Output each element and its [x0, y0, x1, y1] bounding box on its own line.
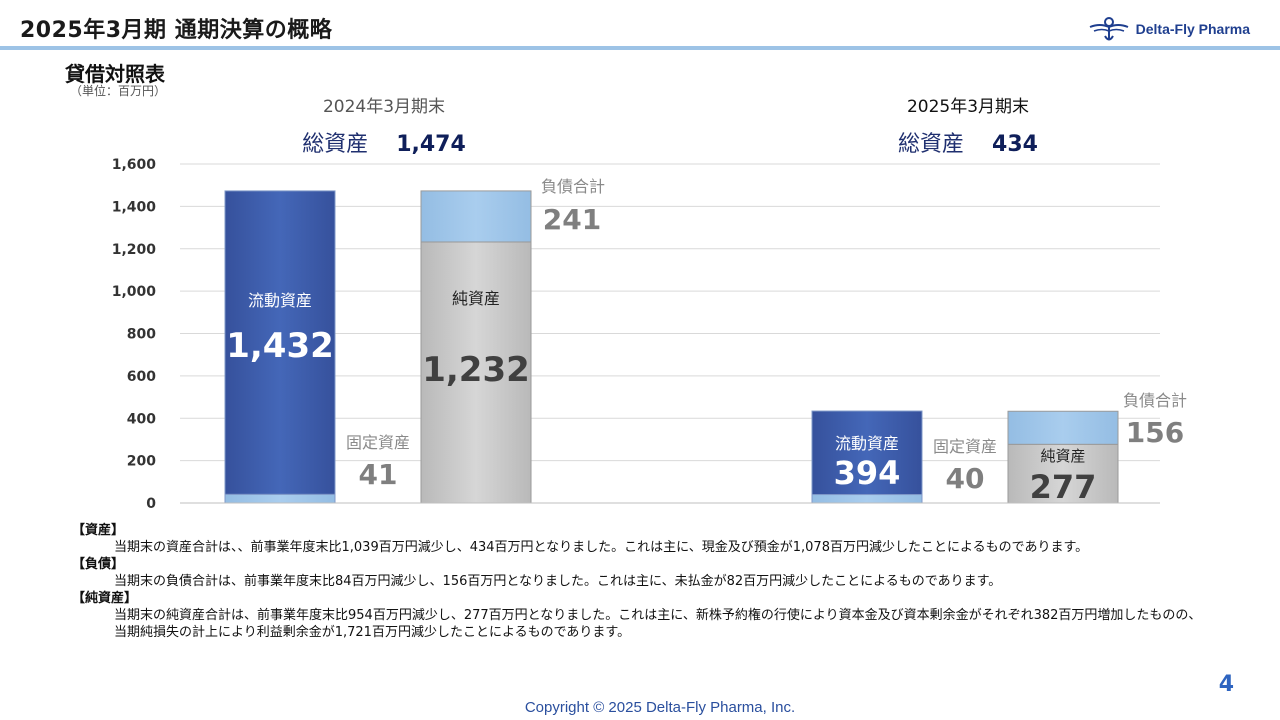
copyright: Copyright © 2025 Delta-Fly Pharma, Inc. [524, 699, 796, 716]
label-fixed-assets-name-2024: 固定資産 [346, 433, 410, 452]
total-assets-value-2024: 1,474 [396, 132, 466, 157]
bar-liabilities-2024 [420, 190, 532, 243]
label-liabilities-name-2024: 負債合計 [541, 177, 605, 196]
note-body-net-assets: 当期末の純資産合計は、前事業年度末比954百万円減少し、277百万円となりました… [114, 608, 1202, 640]
y-tick-label: 1,200 [112, 242, 157, 258]
bar-current-assets-2025 [811, 410, 923, 496]
bar-fixed-assets-2025 [811, 494, 923, 504]
label-current-assets-value-2025: 394 [834, 454, 901, 492]
logo-text: Delta-Fly Pharma [1135, 21, 1250, 37]
period-label-2025: 2025年3月期末 [906, 97, 1030, 117]
label-current-assets-value-2024: 1,432 [226, 326, 334, 366]
unit-label: （単位：百万円） [70, 84, 167, 98]
label-net-assets-value-2024: 1,232 [422, 350, 530, 390]
y-tick-label: 1,400 [112, 199, 157, 215]
bar-liabilities-2025 [1007, 410, 1119, 445]
period-label-2024: 2024年3月期末 [322, 97, 446, 117]
label-net-assets-name-2025: 純資産 [1040, 447, 1085, 465]
note-heading-assets: 【資産】 [72, 523, 125, 538]
label-current-assets-name-2025: 流動資産 [835, 434, 899, 453]
total-assets-2025: 総資産 434 [818, 126, 1118, 158]
total-assets-label-2024: 総資産 [302, 132, 369, 157]
delta-fly-logo-icon [1089, 17, 1128, 41]
slide-title: 2025年3月期 通期決算の概略 [20, 18, 333, 43]
title-divider [0, 46, 1280, 50]
bar-current-assets-2024 [224, 190, 336, 495]
label-fixed-assets-value-2025: 40 [946, 462, 985, 495]
bar-fixed-assets-2024 [224, 493, 336, 504]
label-net-assets-name-2024: 純資産 [452, 289, 500, 308]
note-body-assets: 当期末の資産合計は、、前事業年度末比1,039百万円減少し、434百万円となりま… [114, 540, 1089, 555]
label-liabilities-value-2024: 241 [543, 203, 601, 236]
label-net-assets-value-2025: 277 [1030, 468, 1097, 506]
y-tick-label: 200 [127, 454, 156, 470]
bar-net-assets-2024 [420, 241, 532, 504]
note-body-liabilities: 当期末の負債合計は、前事業年度末比84百万円減少し、156百万円となりました。こ… [114, 574, 1002, 589]
notes: 【資産】 当期末の資産合計は、、前事業年度末比1,039百万円減少し、434百万… [72, 522, 1212, 641]
note-heading-net-assets: 【純資産】 [72, 591, 138, 606]
total-assets-value-2025: 434 [992, 132, 1038, 157]
total-assets-2024: 総資産 1,474 [234, 126, 534, 158]
label-fixed-assets-value-2024: 41 [359, 458, 398, 491]
y-tick-label: 800 [127, 327, 156, 343]
label-current-assets-name-2024: 流動資産 [248, 291, 312, 310]
page-number: 4 [1218, 672, 1234, 697]
y-tick-label: 600 [127, 369, 156, 385]
note-heading-liabilities: 【負債】 [72, 557, 125, 572]
company-logo: Delta-Fly Pharma [1088, 14, 1250, 44]
bar-net-assets-2025 [1007, 443, 1119, 504]
label-liabilities-name-2025: 負債合計 [1123, 391, 1187, 410]
total-assets-label-2025: 総資産 [898, 132, 965, 157]
y-tick-label: 0 [146, 496, 156, 512]
y-tick-label: 400 [127, 411, 156, 427]
label-fixed-assets-name-2025: 固定資産 [933, 437, 997, 456]
label-liabilities-value-2025: 156 [1126, 416, 1184, 449]
y-tick-label: 1,000 [112, 284, 157, 300]
section-title: 貸借対照表 [65, 62, 165, 86]
y-tick-label: 1,600 [112, 157, 157, 173]
